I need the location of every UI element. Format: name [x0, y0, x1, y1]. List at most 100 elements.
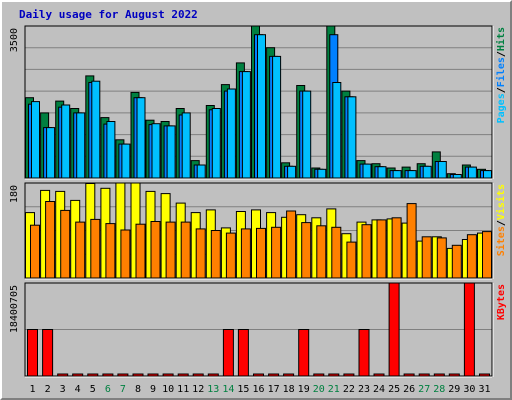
bar-sites-day-30 — [466, 234, 477, 279]
bar-pages-day-15 — [241, 71, 251, 179]
panel-kbytes-border — [24, 282, 493, 377]
bar-pages-day-22 — [347, 96, 357, 179]
bar-pages-day-29 — [452, 174, 462, 179]
x-tick-label-day-27: 27 — [418, 384, 430, 395]
x-tick-label-day-18: 18 — [283, 384, 295, 395]
x-tick-label-day-12: 12 — [192, 384, 204, 395]
x-tick-label-day-5: 5 — [90, 384, 96, 395]
bar-sites-day-19 — [301, 222, 312, 279]
bar-sites-day-18 — [286, 210, 297, 279]
bar-sites-day-1 — [30, 224, 40, 279]
bar-kbytes-day-19 — [298, 329, 310, 377]
bar-pages-day-9 — [151, 123, 161, 179]
bar-sites-day-4 — [75, 221, 86, 279]
x-tick-label-day-8: 8 — [135, 384, 141, 395]
bar-sites-day-29 — [451, 244, 462, 279]
x-tick-label-day-23: 23 — [358, 384, 370, 395]
bar-pages-day-8 — [136, 97, 146, 179]
bar-sites-day-12 — [195, 228, 206, 279]
bar-sites-day-27 — [421, 236, 432, 279]
bar-pages-day-24 — [377, 166, 387, 179]
bar-pages-day-25 — [392, 170, 402, 179]
side-legend-hits-part-0: Pages — [496, 93, 507, 123]
x-tick-label-day-24: 24 — [373, 384, 385, 395]
bar-sites-day-15 — [240, 228, 251, 279]
x-tick-label-day-19: 19 — [298, 384, 310, 395]
x-tick-label-day-1: 1 — [29, 384, 35, 395]
x-tick-label-day-26: 26 — [403, 384, 415, 395]
bar-sites-day-28 — [436, 237, 447, 279]
x-tick-label-day-29: 29 — [448, 384, 460, 395]
side-legend-visits-part-0: Sites — [495, 226, 507, 256]
bar-pages-day-19 — [302, 90, 312, 179]
x-tick-label-day-30: 30 — [463, 384, 475, 395]
x-tick-label-day-17: 17 — [268, 384, 280, 395]
side-legend-kbytes-part-0: KBytes — [496, 284, 507, 320]
bar-sites-day-8 — [135, 223, 146, 279]
x-tick-label-day-31: 31 — [478, 384, 490, 395]
bar-pages-day-17 — [272, 55, 282, 179]
bar-pages-day-27 — [422, 165, 432, 179]
x-tick-labels: 1 2 3 4 5 6 7 8 9 10 11 12 13 14 15 16 17 18 19 20 21 22 23 24 2… — [29, 384, 490, 395]
bar-sites-day-23 — [361, 224, 372, 279]
side-legend-kbytes: KBytes — [496, 284, 507, 320]
bar-pages-day-6 — [106, 121, 116, 179]
side-legend-hits: Pages/Files/Hits — [495, 27, 507, 123]
y-max-label-hits: 3500 — [9, 28, 20, 52]
bar-pages-day-4 — [76, 112, 86, 179]
bar-sites-day-16 — [256, 227, 266, 279]
bar-pages-day-12 — [196, 164, 206, 179]
bar-pages-day-1 — [31, 101, 40, 179]
bar-sites-day-20 — [316, 225, 327, 279]
bar-sites-day-5 — [90, 218, 101, 279]
x-tick-label-day-21: 21 — [328, 384, 340, 395]
bar-kbytes-day-30 — [463, 282, 475, 377]
chart-title: Daily usage for August 2022 — [19, 8, 198, 21]
bar-sites-day-9 — [150, 221, 161, 279]
side-legend-hits-part-1: / — [496, 87, 507, 93]
bar-pages-day-21 — [332, 82, 342, 179]
bar-sites-day-2 — [45, 201, 56, 279]
side-legend-hits-part-4: Hits — [495, 27, 507, 51]
bar-pages-day-18 — [287, 165, 297, 179]
panel-hits-border — [24, 25, 493, 179]
bar-pages-day-31 — [483, 170, 492, 179]
bar-sites-day-14 — [225, 232, 236, 279]
x-tick-label-day-6: 6 — [105, 384, 111, 395]
bar-pages-day-14 — [226, 88, 236, 179]
side-legend-visits-part-2: Visits — [495, 184, 507, 220]
x-tick-label-day-2: 2 — [45, 384, 51, 395]
x-tick-label-day-13: 13 — [207, 384, 219, 395]
x-tick-label-day-28: 28 — [433, 384, 445, 395]
bar-kbytes-day-23 — [358, 329, 370, 377]
side-legend-visits-part-1: / — [496, 220, 507, 226]
bar-kbytes-day-2 — [42, 329, 54, 377]
bar-pages-day-11 — [181, 112, 191, 179]
x-tick-label-day-4: 4 — [75, 384, 81, 395]
bar-sites-day-10 — [165, 221, 176, 279]
bar-kbytes-day-14 — [222, 329, 234, 377]
x-tick-label-day-15: 15 — [237, 384, 249, 395]
x-tick-label-day-22: 22 — [343, 384, 355, 395]
bar-sites-day-24 — [376, 219, 387, 279]
panel-visits-border — [24, 182, 493, 279]
panel-kbytes: 18400705 KBytes — [9, 282, 507, 378]
bar-sites-day-6 — [105, 223, 116, 279]
bar-pages-day-7 — [121, 143, 131, 179]
bar-kbytes-day-25 — [388, 282, 400, 377]
bar-pages-day-23 — [362, 163, 372, 179]
bar-sites-day-7 — [120, 229, 131, 279]
x-tick-label-day-10: 10 — [162, 384, 174, 395]
bar-pages-day-26 — [407, 170, 417, 179]
bar-sites-day-13 — [210, 230, 221, 279]
bar-kbytes-day-15 — [237, 329, 249, 377]
x-tick-label-day-9: 9 — [150, 384, 156, 395]
bar-sites-day-25 — [391, 217, 402, 279]
side-legend-visits: Sites/Visits — [495, 184, 507, 256]
bar-kbytes-day-1 — [27, 329, 38, 377]
x-tick-label-day-16: 16 — [252, 384, 264, 395]
bar-sites-day-22 — [346, 241, 357, 279]
bar-sites-day-3 — [60, 209, 71, 279]
bar-pages-day-13 — [211, 108, 221, 179]
